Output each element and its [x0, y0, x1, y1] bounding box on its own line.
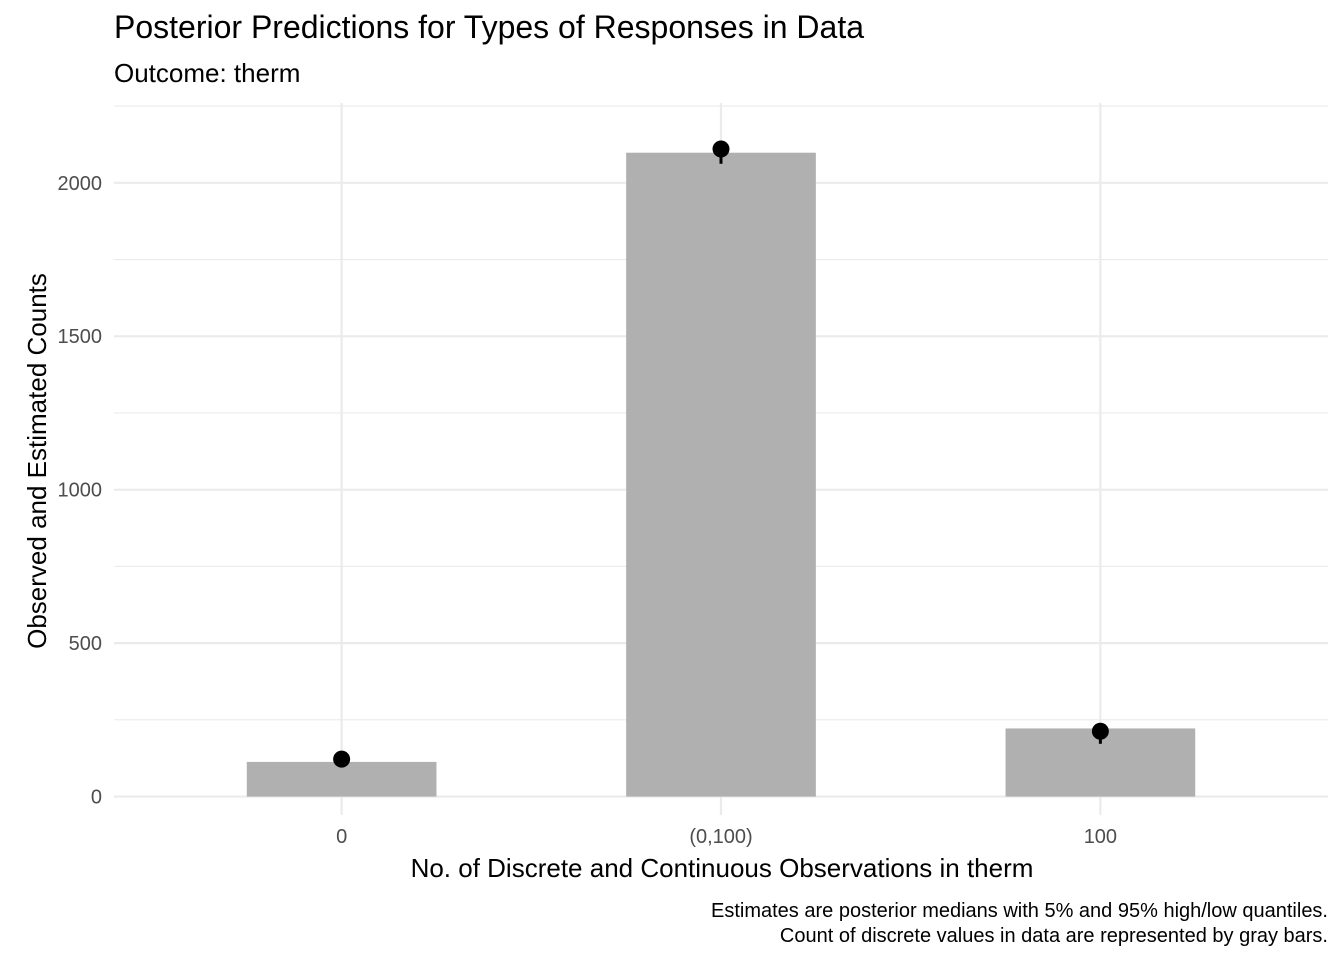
y-tick-label: 1500 — [58, 326, 103, 348]
bar-1 — [626, 152, 816, 797]
x-tick-label: 100 — [1084, 826, 1117, 848]
x-tick-label: 0 — [336, 826, 347, 848]
y-axis-title: Observed and Estimated Counts — [22, 273, 52, 649]
x-axis-ticks: 0 (0,100) 100 — [336, 826, 1117, 848]
caption-line-2: Count of discrete values in data are rep… — [780, 925, 1328, 947]
y-axis-ticks: 0 500 1000 1500 2000 — [58, 173, 103, 809]
y-tick-label: 2000 — [58, 173, 103, 195]
bars — [246, 152, 1196, 797]
y-tick-label: 0 — [91, 787, 102, 809]
x-tick-label: (0,100) — [689, 826, 752, 848]
estimate-point-2 — [1091, 722, 1109, 740]
estimate-points — [333, 140, 1109, 768]
estimate-point-1 — [712, 140, 730, 158]
chart-title: Posterior Predictions for Types of Respo… — [114, 9, 864, 45]
y-tick-label: 500 — [69, 633, 102, 655]
bar-0 — [246, 761, 437, 797]
estimate-point-0 — [333, 750, 351, 768]
chart-subtitle: Outcome: therm — [114, 58, 300, 88]
x-axis-title: No. of Discrete and Continuous Observati… — [411, 853, 1034, 883]
y-tick-label: 1000 — [58, 480, 103, 502]
caption-line-1: Estimates are posterior medians with 5% … — [711, 900, 1328, 922]
